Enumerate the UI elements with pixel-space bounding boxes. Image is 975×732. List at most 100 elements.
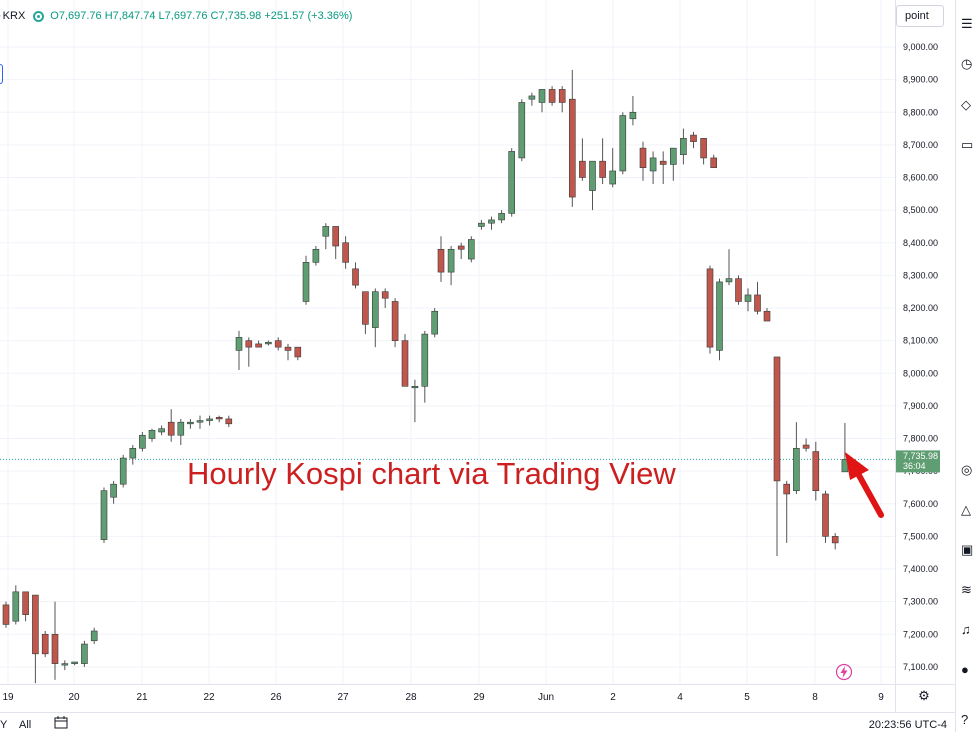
candle[interactable] xyxy=(609,148,617,188)
candle[interactable] xyxy=(51,601,59,680)
candle[interactable] xyxy=(558,86,566,113)
calendar-icon[interactable] xyxy=(54,716,68,729)
candle[interactable] xyxy=(548,86,556,106)
scale-mode-button[interactable]: point xyxy=(896,5,944,27)
candle[interactable] xyxy=(71,661,78,666)
candle[interactable] xyxy=(447,246,455,286)
candle[interactable] xyxy=(158,425,165,436)
symbol-name[interactable]: KRX xyxy=(2,10,26,22)
candle[interactable] xyxy=(763,308,771,322)
candle[interactable] xyxy=(245,337,253,367)
candle[interactable] xyxy=(773,356,781,556)
candle[interactable] xyxy=(12,585,20,625)
candle[interactable] xyxy=(457,242,465,260)
candle[interactable] xyxy=(167,409,175,442)
candle[interactable] xyxy=(744,288,752,312)
candle[interactable] xyxy=(284,343,292,361)
candle[interactable] xyxy=(265,340,272,346)
candle[interactable] xyxy=(362,291,369,335)
candle[interactable] xyxy=(61,660,69,671)
candle[interactable] xyxy=(421,330,429,403)
candle[interactable] xyxy=(538,89,546,113)
alert-clock-icon[interactable]: ◷ xyxy=(961,57,973,71)
candle[interactable] xyxy=(22,591,29,622)
candle[interactable] xyxy=(391,298,399,348)
candle[interactable] xyxy=(841,422,849,473)
candle[interactable] xyxy=(177,418,185,446)
candle[interactable] xyxy=(41,630,49,658)
candle[interactable] xyxy=(332,226,340,260)
candle[interactable] xyxy=(100,487,108,543)
candle[interactable] xyxy=(508,148,516,217)
candle[interactable] xyxy=(488,216,495,230)
candle[interactable] xyxy=(568,69,576,207)
candle[interactable] xyxy=(110,480,117,504)
candle[interactable] xyxy=(754,281,761,315)
candle[interactable] xyxy=(187,418,194,429)
candle[interactable] xyxy=(690,131,697,149)
candle[interactable] xyxy=(302,255,310,305)
stream-icon[interactable]: ≋ xyxy=(961,583,972,597)
calendar-small-icon[interactable]: ▣ xyxy=(961,543,974,557)
candle[interactable] xyxy=(431,308,439,338)
candle[interactable] xyxy=(119,454,127,488)
candle[interactable] xyxy=(274,337,282,351)
candle[interactable] xyxy=(700,138,707,165)
ideas-icon[interactable]: △ xyxy=(961,503,971,517)
candle[interactable] xyxy=(659,151,667,185)
candle[interactable] xyxy=(629,95,637,126)
notifications-icon[interactable]: ♫ xyxy=(961,623,971,637)
candle[interactable] xyxy=(129,445,137,465)
target-icon[interactable]: ◎ xyxy=(961,463,973,477)
chat-icon[interactable]: ▭ xyxy=(961,138,974,152)
candle[interactable] xyxy=(649,151,657,185)
candle[interactable] xyxy=(235,330,243,370)
candle[interactable] xyxy=(467,236,475,263)
watchlist-icon[interactable]: ☰ xyxy=(961,17,973,31)
candle[interactable] xyxy=(619,112,627,175)
range-all-button[interactable]: All xyxy=(19,719,32,731)
range-label[interactable]: Y xyxy=(0,719,8,731)
candle[interactable] xyxy=(793,422,800,494)
candle[interactable] xyxy=(294,346,302,361)
candle[interactable] xyxy=(401,334,409,387)
candle[interactable] xyxy=(802,438,810,452)
candle[interactable] xyxy=(579,138,586,181)
gear-icon[interactable]: ⚙ xyxy=(918,688,930,703)
candle[interactable] xyxy=(716,278,723,361)
layers-icon[interactable]: ◇ xyxy=(961,98,971,112)
candle[interactable] xyxy=(371,288,379,348)
candle[interactable] xyxy=(342,236,349,269)
candle[interactable] xyxy=(352,262,359,289)
candle[interactable] xyxy=(831,533,839,550)
candle[interactable] xyxy=(725,249,733,286)
candle[interactable] xyxy=(148,428,156,442)
candle[interactable] xyxy=(669,147,677,181)
candle[interactable] xyxy=(599,138,606,185)
candle[interactable] xyxy=(822,490,829,543)
candle[interactable] xyxy=(215,415,223,423)
candle[interactable] xyxy=(411,379,419,423)
candle[interactable] xyxy=(2,601,10,628)
candle[interactable] xyxy=(255,340,262,348)
candle[interactable] xyxy=(498,210,505,224)
candle[interactable] xyxy=(32,594,39,684)
candle[interactable] xyxy=(528,92,536,106)
lightning-icon[interactable] xyxy=(835,663,853,681)
candle[interactable] xyxy=(710,154,718,169)
candle[interactable] xyxy=(518,99,526,162)
more-icon[interactable]: ● xyxy=(961,663,969,677)
left-edge-marker[interactable] xyxy=(0,64,3,84)
candle[interactable] xyxy=(381,288,389,308)
candle[interactable] xyxy=(589,160,596,211)
help-icon[interactable]: ? xyxy=(961,713,969,727)
candle[interactable] xyxy=(81,640,88,667)
candle[interactable] xyxy=(783,480,791,543)
candle[interactable] xyxy=(735,275,742,305)
candle[interactable] xyxy=(139,431,146,452)
candle[interactable] xyxy=(312,246,320,266)
candle[interactable] xyxy=(322,223,330,250)
clock-display[interactable]: 20:23:56 UTC-4 xyxy=(868,719,947,731)
